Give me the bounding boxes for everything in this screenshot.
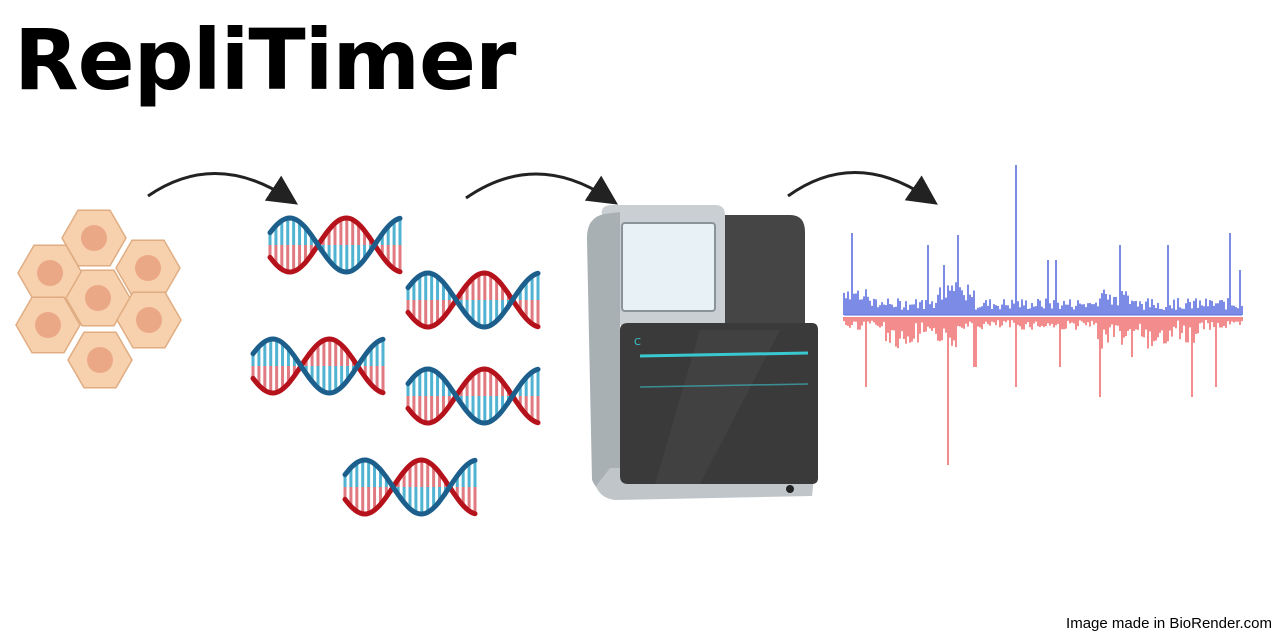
arrow-icon: [147, 172, 299, 205]
svg-text:C: C: [634, 337, 641, 348]
app-title: RepliTimer: [14, 11, 516, 109]
replication-signal-icon: [843, 165, 1243, 465]
credit-text: Image made in BioRender.com: [1066, 615, 1272, 632]
sequencer-icon: C: [586, 205, 818, 500]
cell-cluster-icon: [15, 209, 182, 389]
arrow-icon: [465, 172, 619, 205]
arrow-icon: [787, 171, 938, 205]
dna-strands-icon: [250, 215, 541, 517]
